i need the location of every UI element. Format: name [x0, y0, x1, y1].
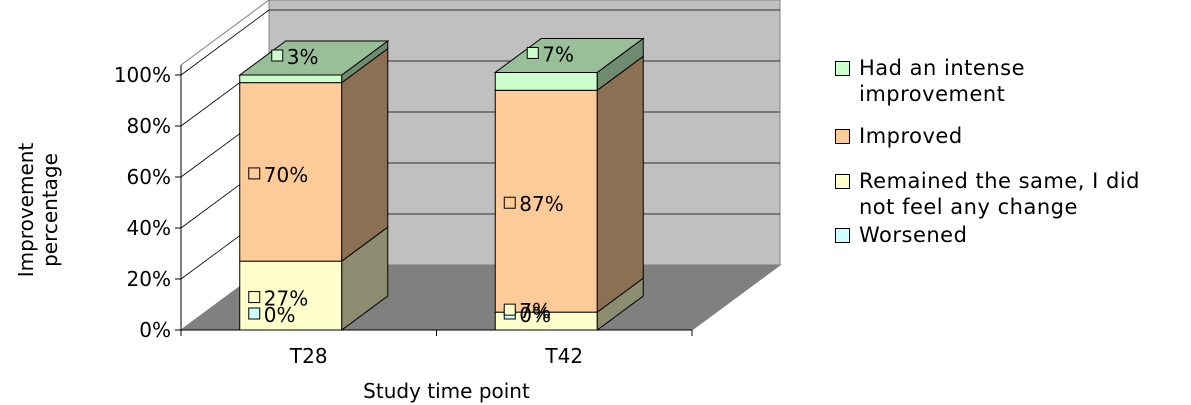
legend-label-intense-2: improvement	[859, 82, 1006, 106]
gridline-side	[180, 9, 270, 76]
y-axis-title-line: percentage	[38, 153, 62, 267]
bar-t42-3-front	[494, 71, 598, 91]
y-tick-label: 100%	[114, 63, 171, 87]
data-label-marker	[526, 46, 539, 59]
legend-item-intense: Had an intense improvement	[835, 55, 1185, 107]
data-label-marker	[248, 167, 261, 180]
legend-swatch-worsened	[835, 228, 850, 243]
x-axis-title: Study time point	[363, 379, 530, 403]
legend: Had an intense improvement Improved Rema…	[835, 55, 1185, 247]
legend-label-same-1: Remained the same, I did	[859, 169, 1141, 193]
floor-edge	[691, 264, 781, 331]
data-label: 3%	[287, 45, 319, 69]
bar-t42-2-side	[596, 55, 644, 314]
data-label: 7%	[519, 299, 551, 323]
legend-item-same: Remained the same, I did not feel any ch…	[835, 168, 1185, 220]
y-tick-label: 20%	[127, 267, 171, 291]
data-label: 7%	[542, 42, 574, 66]
data-label-marker	[271, 49, 284, 62]
bar-t28-2-side	[341, 47, 389, 263]
y-tick-label: 40%	[127, 216, 171, 240]
y-axis-title: Improvementpercentage	[14, 143, 62, 278]
legend-label-same-2: not feel any change	[859, 195, 1078, 219]
legend-label-worsened: Worsened	[859, 223, 968, 247]
data-label-marker	[503, 196, 516, 209]
data-label: 87%	[519, 192, 563, 216]
y-tick-label: 0%	[139, 318, 171, 342]
x-tick-label: T42	[544, 344, 583, 368]
data-label: 27%	[264, 287, 308, 311]
legend-item-improved: Improved	[835, 123, 1185, 149]
legend-item-worsened: Worsened	[835, 222, 1185, 248]
data-label: 0%	[264, 303, 296, 327]
data-label: 0%	[519, 303, 551, 327]
y-tick-label: 60%	[127, 165, 171, 189]
x-tick-label: T28	[289, 344, 328, 368]
legend-label-intense-1: Had an intense	[859, 56, 1025, 80]
legend-swatch-same	[835, 174, 850, 189]
data-label-marker	[248, 291, 261, 304]
data-label-marker	[503, 303, 516, 316]
y-axis-title-line: Improvement	[14, 143, 38, 278]
legend-label-improved: Improved	[859, 124, 963, 148]
bar-t28-3-front	[239, 74, 343, 84]
data-label: 70%	[264, 163, 308, 187]
legend-swatch-intense	[835, 61, 850, 76]
data-label-marker	[248, 307, 261, 320]
legend-swatch-improved	[835, 129, 850, 144]
y-tick-label: 80%	[127, 114, 171, 138]
